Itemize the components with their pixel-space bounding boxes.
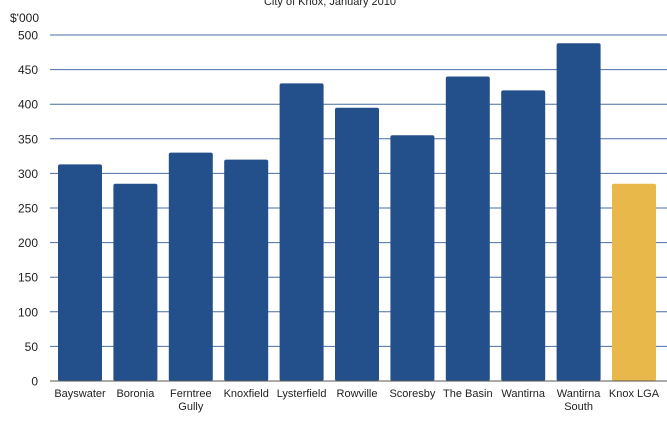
y-tick-label: 200 <box>18 236 38 250</box>
x-tick-label: Wantirna <box>501 388 545 400</box>
bar-scoresby <box>390 135 435 381</box>
bar-lysterfield <box>279 83 324 382</box>
y-tick-label: 100 <box>18 305 38 319</box>
x-tick-label: Boronia <box>116 388 155 400</box>
bar-ferntree-gully <box>168 152 213 381</box>
y-tick-label: 150 <box>18 271 38 285</box>
y-axis-label: $'000 <box>10 11 39 25</box>
bar-wantirna-south <box>556 43 601 382</box>
y-tick-label: 450 <box>18 63 38 77</box>
bar-knox-lga <box>612 183 656 381</box>
y-tick-label: 400 <box>18 98 38 112</box>
y-tick-label: 50 <box>25 340 39 354</box>
x-tick-label: Ferntree Gully <box>170 388 212 413</box>
x-axis-ticks: Bayswater Boronia Ferntree Gully Knoxfield Ly… <box>54 388 659 413</box>
bar-the-basin <box>445 76 490 381</box>
y-axis-ticks: 0 50 100 150 200 250 300 350 400 450 500 <box>18 29 38 389</box>
y-tick-label: 500 <box>18 29 38 43</box>
y-tick-label: 250 <box>18 202 38 216</box>
bar-rowville <box>335 107 379 381</box>
y-tick-label: 0 <box>31 375 38 389</box>
x-tick-label: Rowville <box>337 388 378 400</box>
chart-title: City of Knox, January 2010 <box>264 0 396 8</box>
x-tick-label: Lysterfield <box>277 388 327 400</box>
x-tick-label: Wantirna South <box>557 388 601 413</box>
x-tick-label: Knoxfield <box>224 388 269 400</box>
y-tick-label: 300 <box>18 167 38 181</box>
x-tick-label: The Basin <box>443 388 493 400</box>
bar-boronia <box>113 183 158 381</box>
x-tick-label: Bayswater <box>54 388 106 400</box>
bars <box>58 43 656 382</box>
y-tick-label: 350 <box>18 132 38 146</box>
bar-wantirna <box>501 90 546 382</box>
x-tick-label: Knox LGA <box>609 388 660 400</box>
bar-bayswater <box>58 164 102 381</box>
x-tick-label: Scoresby <box>389 388 435 400</box>
bar-knoxfield <box>224 159 269 381</box>
